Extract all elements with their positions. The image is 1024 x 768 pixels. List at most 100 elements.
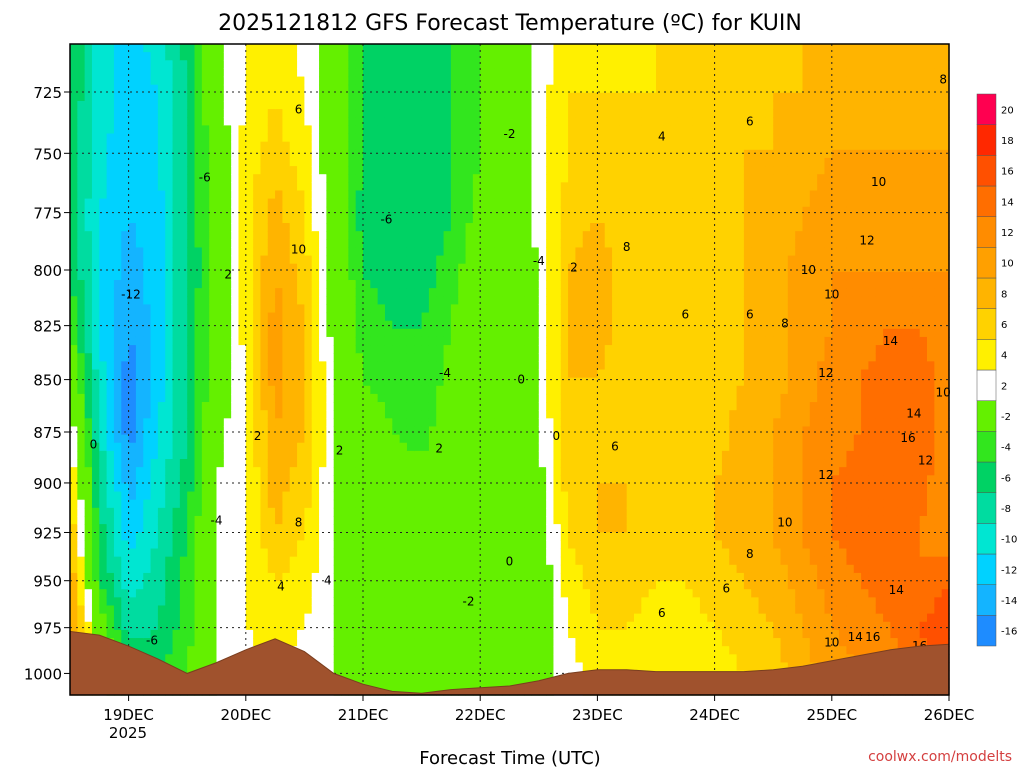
field-cell (487, 320, 496, 330)
field-cell (319, 263, 327, 273)
field-cell (480, 548, 489, 558)
field-cell (135, 410, 144, 419)
field-cell (392, 247, 401, 257)
field-cell (443, 271, 452, 281)
field-cell (260, 467, 269, 476)
field-cell (289, 190, 298, 200)
field-cell (289, 491, 298, 501)
field-cell (187, 475, 196, 485)
field-cell (135, 109, 144, 118)
field-cell (348, 288, 357, 297)
field-cell (223, 279, 232, 289)
field-cell (209, 125, 218, 135)
field-cell (165, 638, 174, 647)
field-cell (443, 507, 452, 517)
field-cell (99, 548, 108, 558)
field-cell (143, 76, 152, 86)
field-cell (106, 475, 115, 485)
field-cell (399, 540, 408, 550)
field-cell (297, 385, 305, 395)
field-cell (106, 296, 115, 305)
field-cell (406, 507, 415, 517)
field-cell (201, 524, 210, 533)
field-cell (106, 304, 115, 314)
field-cell (465, 662, 474, 672)
field-cell (458, 92, 467, 102)
field-cell (128, 149, 137, 159)
field-cell (282, 206, 291, 216)
field-cell (231, 206, 240, 216)
field-cell (70, 100, 78, 110)
field-cell (311, 68, 320, 78)
field-cell (436, 345, 445, 354)
field-cell (70, 418, 78, 428)
field-cell (260, 532, 269, 541)
field-cell (487, 304, 496, 314)
field-cell (172, 564, 181, 574)
field-cell (70, 149, 78, 159)
field-cell (311, 271, 320, 281)
field-cell (113, 100, 122, 110)
field-cell (399, 92, 408, 102)
field-cell (172, 662, 181, 672)
field-cell (128, 369, 137, 379)
field-cell (275, 328, 284, 338)
field-cell (275, 589, 284, 598)
field-cell (363, 312, 371, 322)
field-cell (231, 646, 240, 655)
field-cell (99, 149, 108, 159)
field-cell (223, 304, 232, 314)
field-cell (238, 76, 247, 86)
field-cell (238, 149, 247, 159)
field-cell (238, 125, 247, 135)
field-cell (231, 100, 240, 110)
field-cell (245, 255, 254, 265)
field-cell (333, 515, 342, 525)
field-cell (487, 532, 496, 541)
field-cell (502, 92, 511, 102)
field-cell (502, 353, 511, 362)
field-cell (223, 491, 232, 501)
field-cell (421, 312, 430, 322)
field-cell (245, 621, 254, 631)
field-cell (282, 60, 291, 70)
field-cell (406, 572, 415, 582)
field-cell (458, 491, 467, 501)
field-cell (421, 377, 430, 387)
field-cell (414, 312, 423, 322)
field-cell (399, 76, 408, 86)
field-cell (502, 540, 511, 550)
field-cell (121, 507, 130, 517)
field-cell (209, 198, 218, 208)
field-cell (165, 532, 174, 541)
field-cell (157, 166, 166, 175)
field-cell (201, 483, 210, 493)
field-cell (150, 410, 159, 419)
field-cell (216, 483, 225, 493)
field-cell (406, 271, 415, 281)
field-cell (231, 198, 240, 208)
field-cell (436, 572, 445, 582)
field-cell (223, 548, 232, 558)
field-cell (355, 629, 364, 639)
field-cell (157, 507, 166, 517)
field-cell (70, 353, 78, 362)
field-cell (253, 556, 262, 566)
field-cell (421, 515, 430, 525)
field-cell (348, 92, 357, 102)
field-cell (480, 621, 489, 631)
field-cell (494, 247, 503, 257)
field-cell (377, 271, 386, 281)
field-cell (414, 450, 423, 460)
field-cell (172, 621, 181, 631)
field-cell (524, 166, 533, 175)
field-cell (172, 654, 181, 664)
field-cell (223, 515, 232, 525)
field-cell (282, 621, 291, 631)
field-cell (209, 515, 218, 525)
field-cell (216, 572, 225, 582)
field-cell (135, 223, 144, 232)
field-cell (428, 345, 437, 354)
field-cell (399, 214, 408, 224)
field-cell (84, 182, 93, 192)
